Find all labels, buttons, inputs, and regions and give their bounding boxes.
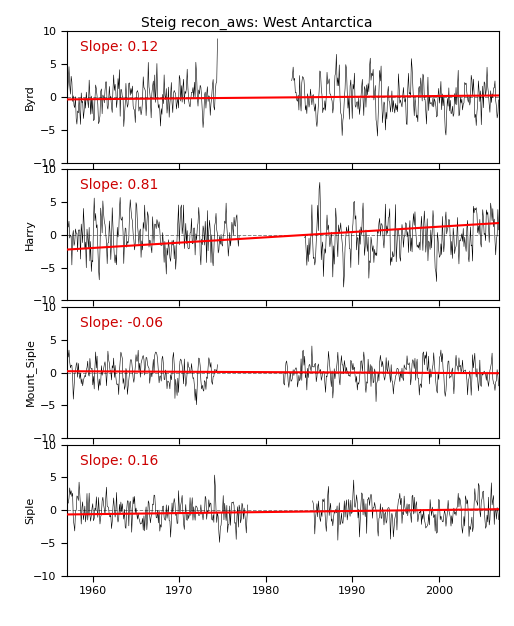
- Text: Slope: 0.16: Slope: 0.16: [80, 454, 158, 468]
- Y-axis label: Harry: Harry: [25, 219, 35, 250]
- Text: Slope: 0.12: Slope: 0.12: [80, 41, 158, 54]
- Text: Slope: -0.06: Slope: -0.06: [80, 316, 163, 330]
- Y-axis label: Mount_Siple: Mount_Siple: [25, 339, 35, 406]
- Text: Slope: 0.81: Slope: 0.81: [80, 178, 158, 192]
- Y-axis label: Byrd: Byrd: [25, 84, 35, 110]
- Y-axis label: Siple: Siple: [25, 496, 35, 524]
- Text: Steig recon_aws: West Antarctica: Steig recon_aws: West Antarctica: [141, 16, 373, 30]
